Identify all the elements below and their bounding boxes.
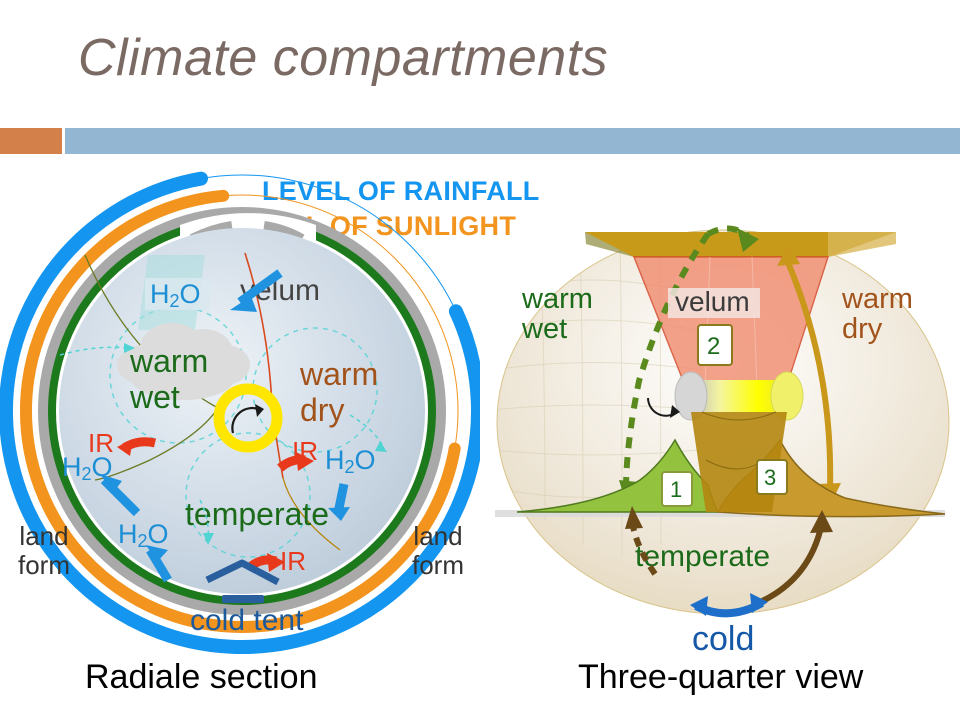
svg-text:velum: velum [675,286,750,317]
svg-text:warm: warm [521,283,593,315]
svg-text:temperate: temperate [635,540,770,573]
svg-text:dry: dry [842,313,883,345]
svg-text:temperate: temperate [185,496,329,532]
svg-text:cold: cold [692,620,754,658]
svg-text:2: 2 [707,333,720,360]
svg-text:wet: wet [129,379,180,415]
svg-text:3: 3 [764,465,776,490]
svg-text:cold tent: cold tent [190,604,304,637]
svg-text:warm: warm [299,356,378,392]
svg-text:dry: dry [300,392,344,428]
svg-text:1: 1 [670,477,682,502]
svg-text:IR: IR [280,546,306,576]
svg-text:warm: warm [841,283,913,315]
svg-text:warm: warm [129,343,208,379]
svg-text:wet: wet [521,313,567,345]
